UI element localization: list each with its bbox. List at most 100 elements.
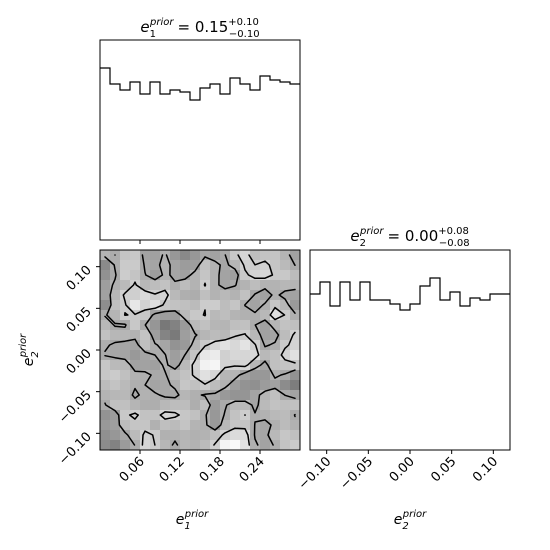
joint-cell [130,420,141,431]
joint-cell [120,410,131,421]
joint-cell [230,320,241,331]
joint-cell [190,370,201,381]
joint-cell [270,330,281,341]
joint-cell [140,420,151,431]
joint-cell [290,290,300,301]
joint-cell [100,420,111,431]
joint-xtick-label-2: 0.18 [197,454,228,485]
joint-cell [100,330,111,341]
joint-cell [210,410,221,421]
joint-cell [230,360,241,371]
joint-cell [120,270,131,281]
joint-cell [210,430,221,441]
joint-cell [270,430,281,441]
joint-cell [230,340,241,351]
joint-cell [290,380,300,391]
joint-cell [110,390,121,401]
joint-cell [260,270,271,281]
joint-cell [170,420,181,431]
joint-cell [180,260,191,271]
joint-cell [290,430,300,441]
joint-cell [180,340,191,351]
title-e1: e1prior = 0.15+0.10 −0.10 [140,17,259,40]
joint-cell [210,420,221,431]
joint-cell [110,340,121,351]
joint-cell [260,300,271,311]
joint-cell [230,350,241,361]
joint-cell [130,330,141,341]
joint-cell [140,400,151,411]
joint-cell [240,320,251,331]
joint-cell [240,350,251,361]
joint-cell [210,300,221,311]
joint-cell [140,440,151,450]
joint-cell [120,420,131,431]
joint-cell [210,290,221,301]
joint-cell [200,360,211,371]
joint-cell [220,270,231,281]
joint-cell [160,330,171,341]
joint-cell [200,260,211,271]
joint-cell [170,410,181,421]
joint-cell [130,410,141,421]
joint-cell [140,340,151,351]
joint-cell [120,400,131,411]
joint-cell [160,300,171,311]
joint-cell [110,280,121,291]
joint-cell [210,330,221,341]
joint-cell [240,270,251,281]
joint-cell [280,360,291,371]
joint-cell [220,400,231,411]
joint-cell [140,310,151,321]
joint-cell [240,290,251,301]
joint-cell [240,310,251,321]
joint-cell [240,340,251,351]
joint-cell [190,300,201,311]
joint-cell [160,440,171,450]
joint-cell [130,340,141,351]
joint-cell [250,350,261,361]
joint-cell [270,440,281,450]
joint-cell [220,360,231,371]
joint-cell [170,350,181,361]
joint-cell [130,270,141,281]
joint-cell [120,430,131,441]
joint-cell [140,390,151,401]
joint-cell [260,440,271,450]
joint-cell [140,260,151,271]
joint-cell [190,260,201,271]
joint-cell [160,280,171,291]
joint-cell [280,380,291,391]
joint-cell [220,410,231,421]
joint-cell [250,400,261,411]
joint-cell [290,300,300,311]
joint-cell [280,330,291,341]
joint-cell [100,280,111,291]
joint-cell [260,390,271,401]
joint-cell [150,290,161,301]
joint-cell [220,330,231,341]
joint-cell [170,440,181,450]
joint-cell [200,380,211,391]
joint-cell [260,330,271,341]
joint-cell [190,430,201,441]
joint-cell [130,290,141,301]
joint-cell [110,330,121,341]
hist-e2-xtick-label-2: 0.00 [387,454,418,485]
joint-cell [110,410,121,421]
joint-cell [250,250,261,261]
joint-cell [200,350,211,361]
joint-cell [220,430,231,441]
joint-ytick-label-2: 0.00 [64,346,95,377]
joint-cell [250,300,261,311]
joint-cell [270,380,281,391]
joint-cell [260,340,271,351]
joint-cell [160,270,171,281]
joint-cell [230,290,241,301]
joint-cell [130,300,141,311]
joint-cell [120,370,131,381]
joint-cell [270,340,281,351]
joint-cell [270,290,281,301]
joint-cell [260,360,271,371]
